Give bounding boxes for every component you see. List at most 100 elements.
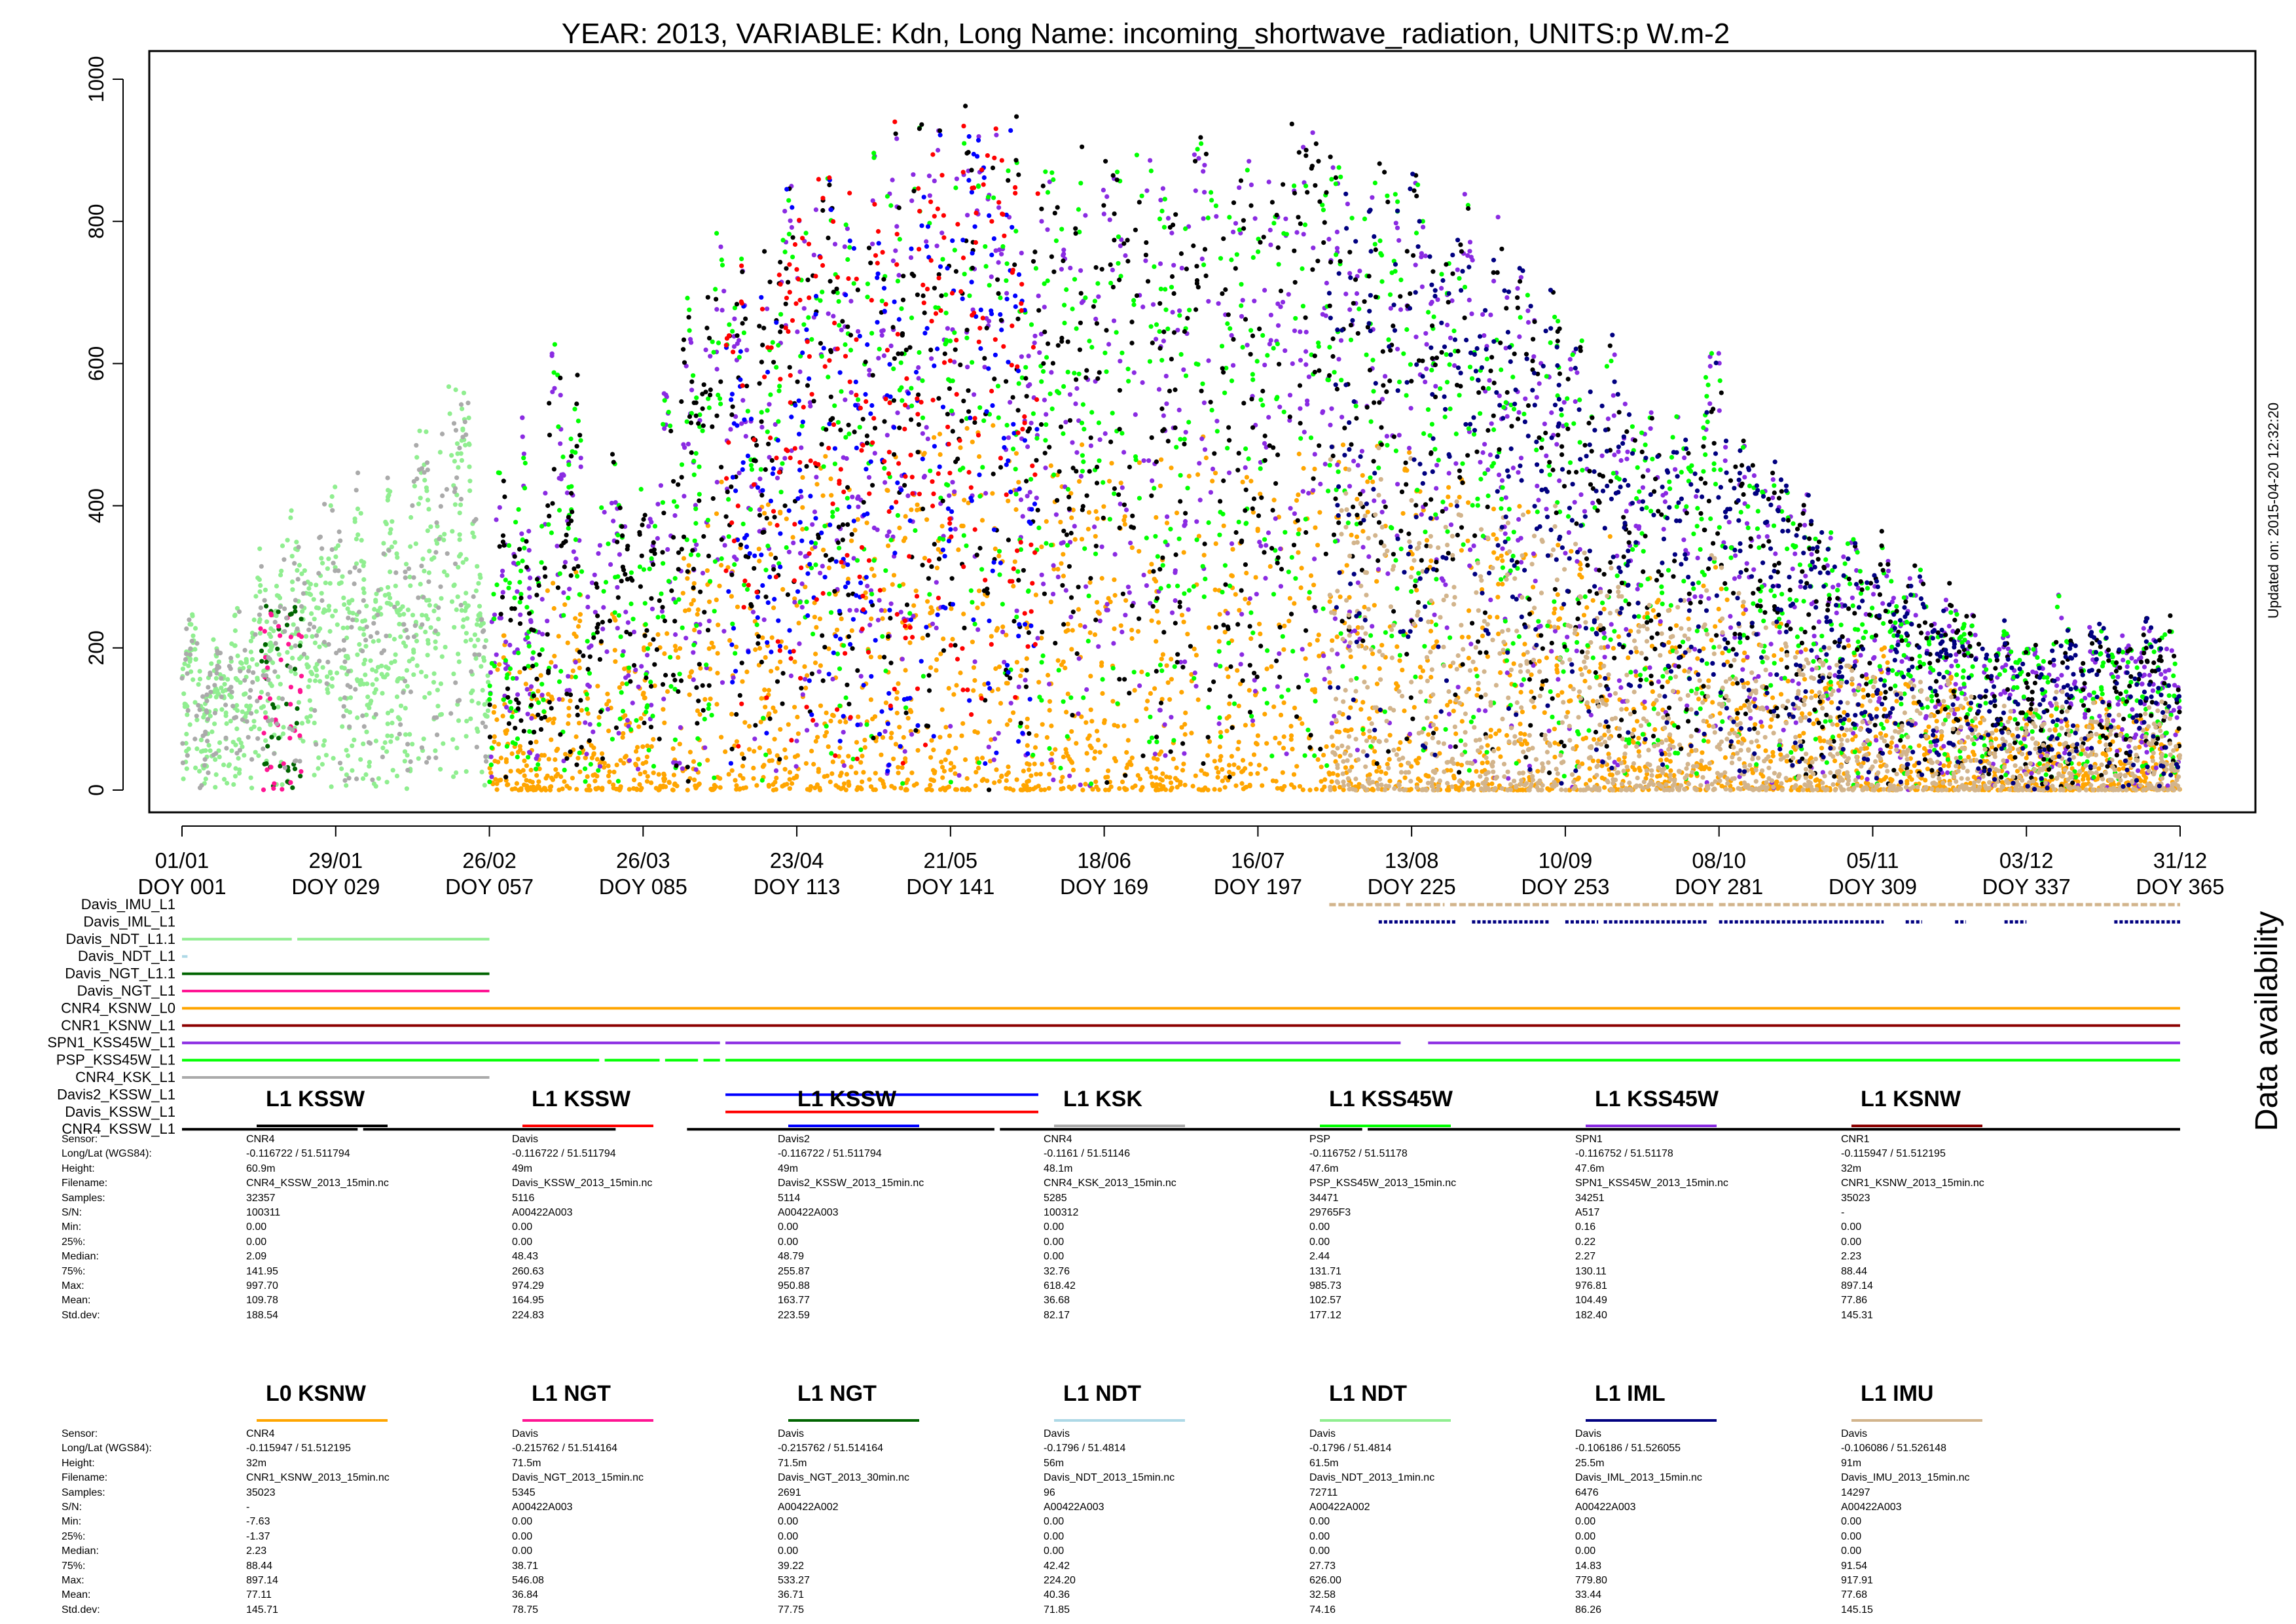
data-point [1150,782,1155,787]
data-point [194,713,199,719]
data-point [829,493,834,498]
data-point [289,611,294,617]
data-point [1004,681,1009,686]
data-point [459,458,465,463]
data-point [431,671,437,676]
data-point [1298,329,1303,334]
data-point [486,679,491,685]
data-point [244,660,249,665]
data-point [1634,649,1639,655]
data-point [197,768,202,774]
data-point [1148,158,1153,163]
data-point [965,213,970,218]
data-point [1769,717,1774,722]
data-point [229,641,234,647]
data-point [870,242,875,247]
data-point [205,717,211,722]
data-point [316,755,321,761]
data-point [2030,669,2035,674]
data-point [295,577,301,582]
data-point [214,666,219,672]
data-point [883,700,888,706]
data-point [817,785,822,791]
data-point [280,543,285,549]
data-point [445,551,450,556]
data-point [589,580,595,585]
data-point [1498,670,1503,676]
data-point [1154,766,1159,771]
data-point [621,761,627,766]
data-point [449,453,454,458]
data-point [408,689,414,695]
data-point [221,689,226,694]
data-point [1925,630,1931,636]
data-point [1802,677,1808,682]
data-point [1703,765,1709,770]
data-point [497,662,502,667]
data-point [1451,708,1456,713]
data-point [1439,285,1444,291]
data-point [298,774,303,779]
data-point [595,683,600,689]
data-point [1446,494,1451,499]
data-point [519,531,524,537]
data-point [433,755,439,761]
data-point [1383,374,1388,379]
data-point [774,666,780,671]
data-point [2028,710,2033,716]
data-point [219,707,225,712]
data-point [412,484,418,489]
data-point [1522,641,1527,647]
data-point [426,641,431,646]
data-point [1134,718,1139,723]
data-point [711,645,716,650]
data-point [1398,307,1404,312]
data-point [1681,537,1686,543]
data-point [1004,632,1009,638]
data-point [1025,444,1030,450]
data-point [1212,759,1217,764]
data-point [1025,787,1030,793]
data-point [1420,668,1425,674]
data-point [393,570,399,575]
data-point [1167,697,1173,702]
data-point [1257,621,1262,626]
data-point [469,698,475,704]
data-point [938,452,943,458]
data-point [1125,585,1131,590]
data-point [1040,761,1045,767]
data-point [996,205,1002,210]
data-point [1046,672,1051,678]
data-point [862,738,867,743]
data-point [1764,534,1770,539]
data-point [989,634,994,639]
data-point [1803,647,1808,653]
data-point [1275,323,1281,328]
data-point [1286,619,1292,624]
data-point [1227,701,1232,706]
data-point [228,655,234,661]
data-point [2115,674,2121,679]
data-point [2137,744,2142,749]
data-point [1938,685,1943,690]
data-point [319,598,325,604]
data-point [1455,685,1461,690]
data-point [1120,485,1125,490]
data-point [1415,776,1421,782]
data-point [524,785,530,791]
data-point [605,691,610,696]
data-point [1121,723,1127,729]
data-point [864,520,869,526]
data-point [1118,244,1123,249]
data-point [1214,418,1220,424]
data-point [221,762,227,768]
data-point [901,734,906,740]
data-point [1572,499,1577,505]
data-point [1038,772,1043,777]
data-point [705,757,710,763]
data-point [1568,683,1573,689]
data-point [184,731,189,737]
data-point [312,720,317,726]
data-point [1692,647,1698,652]
data-point [217,754,222,759]
